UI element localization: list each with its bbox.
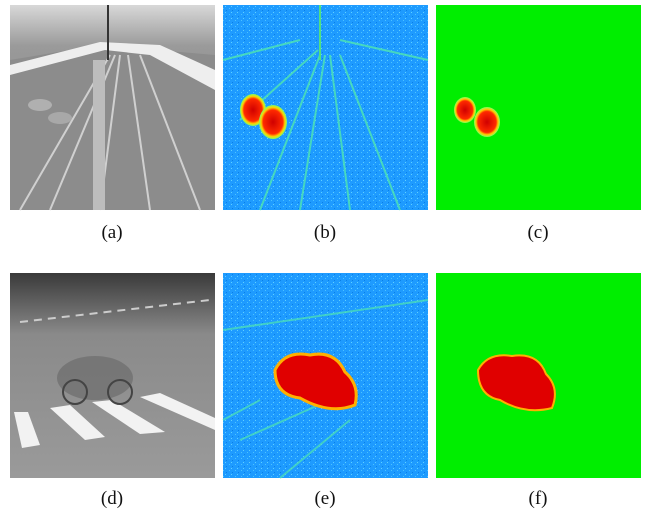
- caption: (a): [101, 222, 122, 243]
- caption: (b): [314, 222, 336, 243]
- image-f: [436, 273, 641, 478]
- figure: (a) (b) (c) (d) (e) (f): [0, 0, 646, 517]
- image-b: [223, 5, 428, 210]
- page: (a) (b) (c) (d) (e) (f) (() => { const d…: [0, 0, 646, 517]
- caption: (d): [101, 488, 123, 509]
- caption: (e): [314, 488, 335, 509]
- image-c: [436, 5, 641, 210]
- image-e: [223, 273, 428, 478]
- caption: (f): [529, 488, 548, 509]
- caption: (c): [527, 222, 548, 243]
- image-d: [10, 273, 215, 478]
- image-a: [10, 5, 215, 210]
